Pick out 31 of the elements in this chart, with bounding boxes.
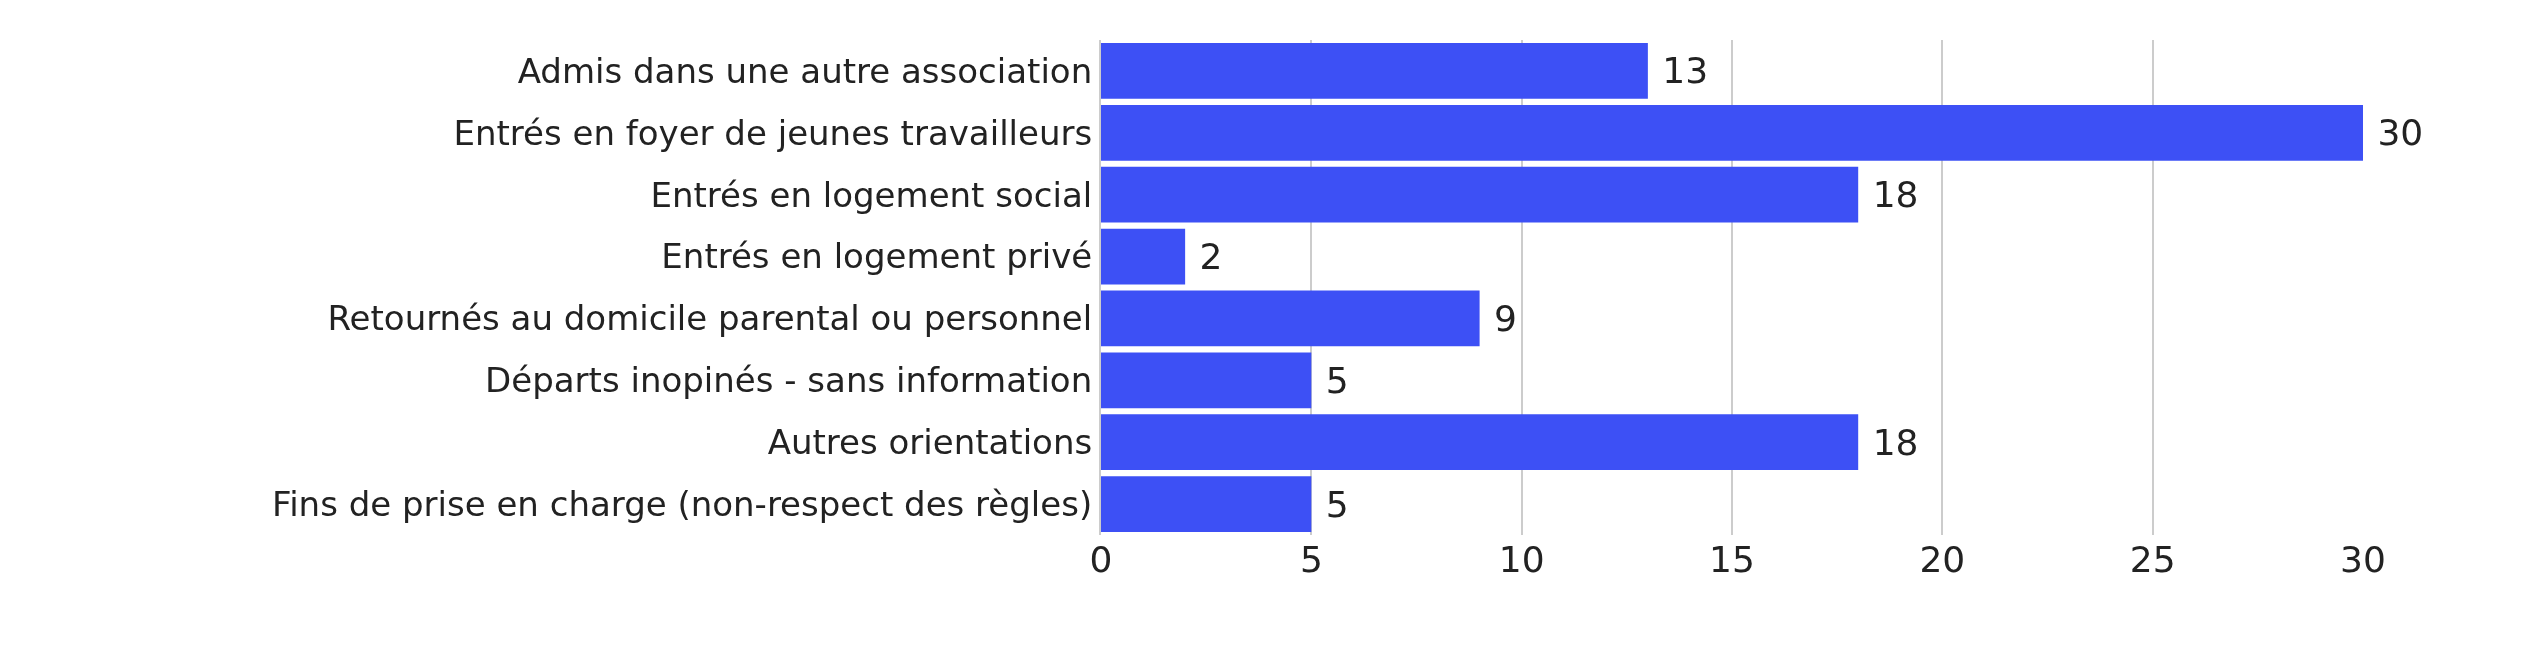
y-tick-label: Admis dans une autre association — [517, 50, 1093, 91]
data-label: 30 — [2366, 112, 2424, 154]
y-tick-label: Entrés en logement privé — [661, 236, 1093, 277]
bar — [1101, 352, 1312, 409]
x-tick-label: 30 — [2340, 539, 2386, 580]
x-tick-label: 25 — [2129, 539, 2176, 580]
data-label: 18 — [1861, 421, 1919, 463]
x-tick-label: 20 — [1919, 539, 1966, 580]
bar — [1101, 43, 1648, 99]
x-tick-label: 5 — [1299, 539, 1323, 580]
y-tick-label: Départs inopinés - sans information — [485, 360, 1093, 401]
y-tick-label: Entrés en foyer de jeunes travailleurs — [453, 112, 1093, 153]
data-label: 18 — [1861, 174, 1919, 216]
bar — [1101, 290, 1480, 347]
bar — [1101, 228, 1186, 285]
bar — [1101, 414, 1859, 471]
bar — [1101, 476, 1312, 532]
data-label: 9 — [1482, 297, 1517, 339]
bar — [1101, 166, 1859, 223]
y-tick-label: Fins de prise en charge (non-respect des règles) — [272, 483, 1093, 524]
bar — [1101, 104, 2363, 161]
data-label: 5 — [1314, 483, 1349, 525]
x-tick-label: 10 — [1498, 539, 1545, 580]
data-label: 5 — [1314, 359, 1349, 401]
data-label: 2 — [1188, 236, 1223, 278]
y-tick-label: Autres orientations — [767, 422, 1093, 463]
x-tick-label: 0 — [1089, 539, 1113, 580]
data-label: 13 — [1650, 50, 1709, 92]
y-tick-label: Retournés au domicile parental ou personnel — [327, 298, 1093, 339]
x-tick-label: 15 — [1709, 539, 1755, 580]
y-tick-label: Entrés en logement social — [650, 174, 1093, 215]
